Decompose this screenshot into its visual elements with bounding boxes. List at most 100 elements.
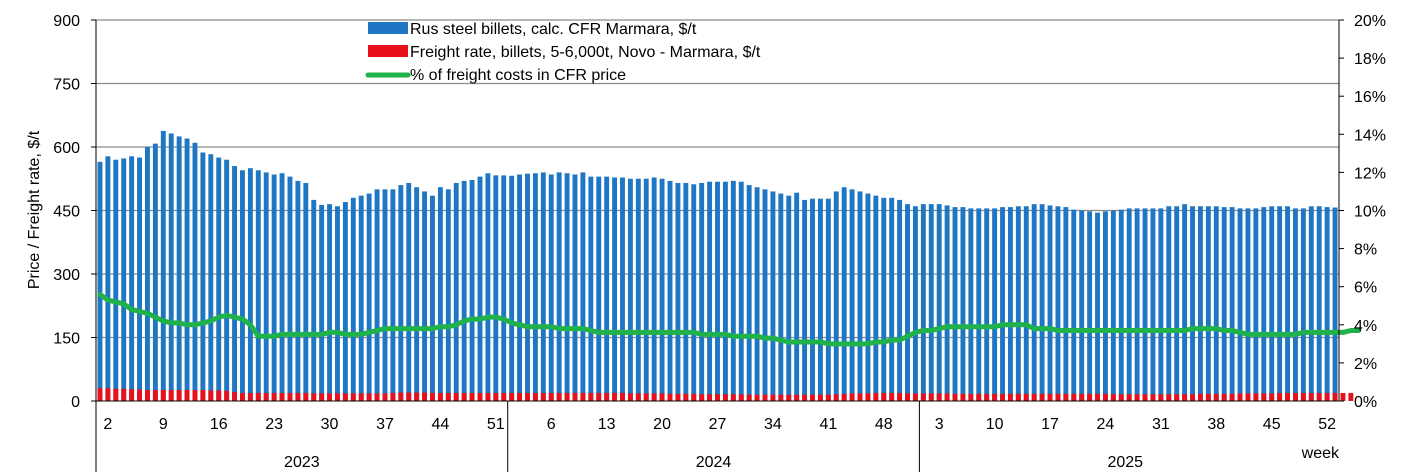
y2-tick-label-3: 6% — [1354, 280, 1377, 297]
freight-bar — [1261, 393, 1267, 401]
freight-bar — [97, 388, 103, 401]
billet-bar — [1285, 206, 1290, 401]
freight-bar — [928, 393, 934, 401]
billet-bar — [976, 208, 982, 401]
billet-bar — [1110, 210, 1116, 401]
billet-bar — [224, 159, 230, 401]
billet-bar — [707, 181, 713, 401]
freight-bar — [501, 392, 507, 401]
freight-bar — [1324, 392, 1330, 401]
billet-bar — [1253, 208, 1259, 401]
freight-bar — [873, 392, 879, 401]
billet-bar — [746, 185, 752, 401]
freight-bar — [699, 394, 705, 401]
y-tick-label-900: 900 — [53, 13, 80, 30]
freight-bar — [493, 392, 499, 401]
billet-bar — [762, 189, 768, 401]
billet-bar — [936, 204, 942, 401]
billet-bar — [232, 166, 238, 401]
week-tick-label: 23 — [265, 416, 283, 433]
freight-bar — [730, 394, 736, 401]
week-tick-label: 45 — [1263, 416, 1281, 433]
billet-bar — [342, 202, 348, 401]
week-tick-label: 44 — [431, 416, 449, 433]
week-tick-label: 6 — [547, 416, 556, 433]
freight-bar — [1134, 394, 1140, 401]
billet-bar — [445, 189, 451, 401]
billet-bar — [1205, 206, 1211, 401]
year-label-2023: 2023 — [284, 454, 320, 471]
billet-bar — [540, 172, 546, 401]
freight-bar — [216, 390, 222, 401]
week-tick-label: 51 — [487, 416, 505, 433]
billet-bar — [1039, 204, 1045, 401]
billet-bar — [469, 180, 475, 401]
billet-bar — [984, 208, 990, 401]
freight-bar — [1071, 393, 1077, 401]
freight-bar — [794, 394, 800, 401]
freight-bar — [358, 393, 364, 401]
billet-bar — [841, 187, 847, 401]
freight-bar — [604, 392, 610, 401]
freight-bar — [1110, 394, 1116, 401]
freight-bar — [675, 393, 681, 401]
freight-bar — [1316, 392, 1322, 401]
billet-bar — [422, 191, 428, 401]
billet-bar — [857, 191, 863, 401]
freight-bar — [1237, 393, 1243, 401]
billet-bar — [437, 187, 443, 401]
freight-bar — [802, 394, 808, 401]
y-tick-label-0: 0 — [71, 394, 80, 411]
freight-bar — [295, 392, 301, 401]
freight-bar — [1221, 393, 1227, 401]
freight-bar — [786, 394, 792, 401]
freight-bar — [1340, 392, 1346, 401]
freight-bar — [968, 393, 974, 401]
freight-bar — [833, 394, 839, 401]
billet-bar — [873, 195, 879, 401]
freight-bar — [936, 393, 942, 401]
week-tick-label: 37 — [376, 416, 394, 433]
freight-bar — [327, 393, 333, 401]
freight-bar — [952, 393, 958, 401]
freight-bar — [1174, 394, 1180, 401]
freight-bar — [121, 388, 127, 401]
billet-bar — [311, 199, 317, 401]
billet-bar — [691, 184, 697, 401]
billet-bar — [1213, 206, 1219, 401]
billet-bar — [920, 204, 926, 401]
billet-bar — [532, 173, 538, 401]
billet-bar — [113, 159, 119, 401]
freight-bar — [912, 393, 918, 401]
billet-bar — [105, 156, 111, 401]
billet-bar — [287, 176, 293, 401]
freight-bar — [865, 393, 871, 401]
freight-bar — [398, 392, 404, 401]
legend-label-share: % of freight costs in CFR price — [410, 67, 626, 84]
y-tick-label-450: 450 — [53, 204, 80, 221]
freight-bar — [881, 392, 887, 401]
billet-bar — [1221, 207, 1227, 401]
freight-bar — [1015, 393, 1021, 401]
billet-bar — [501, 175, 507, 401]
freight-bar — [849, 393, 855, 401]
bars-layer — [97, 130, 1354, 402]
freight-bar — [1095, 393, 1100, 401]
week-tick-label: 24 — [1097, 416, 1115, 433]
billet-bar — [1126, 208, 1132, 401]
billet-bar — [1047, 205, 1053, 401]
freight-bar — [651, 393, 657, 401]
billet-bar — [960, 207, 966, 401]
billet-bar — [200, 152, 206, 401]
freight-bar — [287, 392, 293, 401]
freight-bar — [105, 388, 111, 401]
billet-bar — [865, 193, 871, 401]
freight-bar — [667, 393, 673, 401]
freight-bar — [762, 394, 768, 401]
billet-bar — [675, 182, 681, 401]
y2-tick-label-7: 14% — [1354, 127, 1386, 144]
y2-tick-label-1: 2% — [1354, 356, 1377, 373]
billet-bar — [1071, 209, 1077, 401]
billet-bar — [493, 175, 499, 401]
billet-bar — [176, 136, 182, 401]
